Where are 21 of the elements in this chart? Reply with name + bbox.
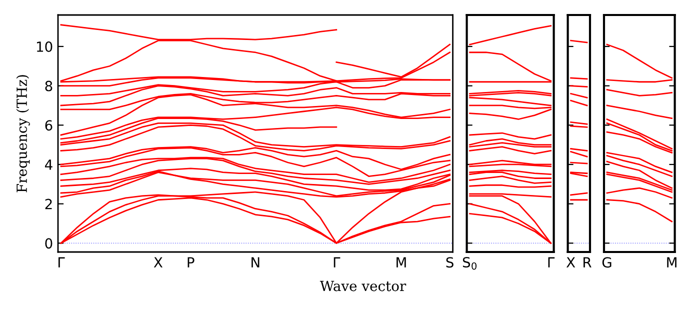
y-tick-label: 0 [45,238,52,249]
x-tick-label: X [566,257,576,268]
x-tick-label: Γ [334,257,340,268]
x-tick-label: M [667,257,676,268]
y-tick-label: 2 [45,198,52,210]
y-axis-title: Frequency (THz) [16,75,30,192]
y-tick-label: 10 [36,41,52,52]
x-tick-label: Γ [548,257,555,268]
y-tick-label: 6 [45,120,52,131]
x-tick-label: X [154,257,163,268]
x-tick-label: N [252,257,260,268]
x-tick-label: M [396,257,406,268]
x-tick-label: P [188,257,194,268]
x-tick-label: R [584,257,592,268]
x-tick-label: Γ [58,257,65,268]
x-tick-label: S [446,257,454,268]
x-tick-label: G [602,257,612,268]
x-tick-label: S$_{0}$ [462,257,477,270]
y-tick-label: 4 [44,160,52,170]
y-tick-label: 8 [45,80,52,92]
x-axis-title: Wave vector [320,280,406,292]
